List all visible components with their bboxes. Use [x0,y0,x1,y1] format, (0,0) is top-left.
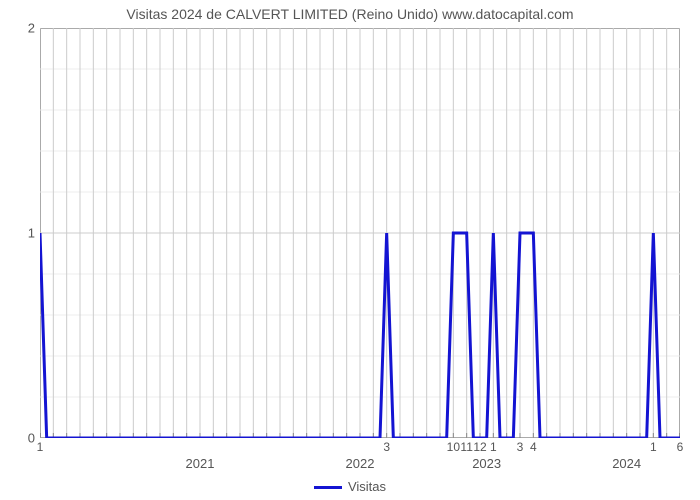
plot-area [40,28,680,438]
x-tick-label: 1 [490,440,497,454]
x-tick-label: 10 [447,440,460,454]
chart-container: Visitas 2024 de CALVERT LIMITED (Reino U… [0,0,700,500]
x-tick-label: 1 [37,440,44,454]
y-tick-label: 0 [28,431,35,446]
y-tick-label: 2 [28,21,35,36]
x-year-label: 2024 [612,456,641,471]
chart-title: Visitas 2024 de CALVERT LIMITED (Reino U… [0,6,700,22]
x-tick-label: 3 [517,440,524,454]
legend: Visitas [0,479,700,494]
chart-svg [40,28,680,438]
x-year-label: 2021 [186,456,215,471]
legend-label: Visitas [348,479,386,494]
legend-swatch [314,486,342,489]
x-tick-label: 4 [530,440,537,454]
x-tick-label: 6 [677,440,684,454]
x-year-label: 2022 [346,456,375,471]
x-tick-label: 3 [383,440,390,454]
x-tick-label: 1 [650,440,657,454]
y-tick-label: 1 [28,226,35,241]
x-tick-label: 11 [460,440,472,454]
x-tick-label: 12 [473,440,486,454]
x-year-label: 2023 [472,456,501,471]
